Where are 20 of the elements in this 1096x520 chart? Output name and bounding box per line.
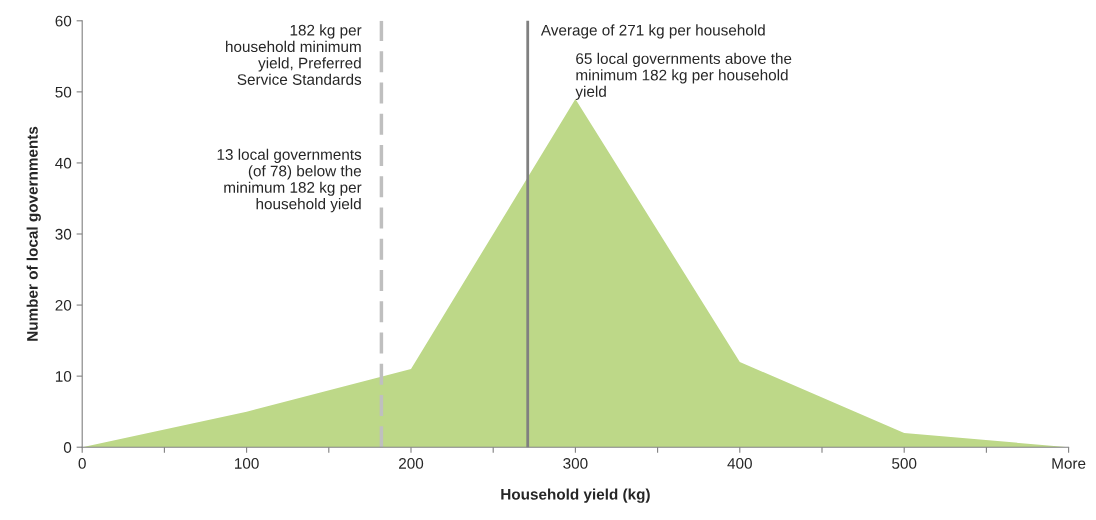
annotation: 65 local governments above the minimum 182 kg per household yield [575, 52, 792, 100]
annotation: 13 local governments (of 78) below the minimum 182 kg per household yield [217, 148, 362, 213]
x-tick-label: 300 [563, 458, 588, 469]
y-tick-label: 40 [55, 157, 72, 169]
ref-line-label: 182 kg per household minimum yield, Preferred Service Standards [226, 24, 362, 85]
y-tick-label: 0 [63, 442, 72, 453]
x-tick-label: 200 [399, 458, 424, 469]
x-tick-label: 500 [892, 458, 917, 469]
ref-line-label: Average of 271 kg per household [540, 24, 765, 39]
y-tick-label: 10 [55, 371, 72, 382]
x-tick-label: 0 [78, 458, 86, 469]
y-tick-label: 50 [55, 86, 72, 98]
x-axis-title: Household yield (kg) [501, 488, 650, 503]
x-tick-label: More [1052, 458, 1086, 469]
y-tick-label: 60 [55, 15, 72, 27]
x-tick-label: 400 [727, 458, 752, 469]
y-axis-title: Number of local governments [26, 126, 41, 341]
y-tick-label: 30 [55, 228, 72, 240]
y-tick-label: 20 [55, 299, 72, 311]
x-tick-label: 100 [235, 458, 259, 469]
